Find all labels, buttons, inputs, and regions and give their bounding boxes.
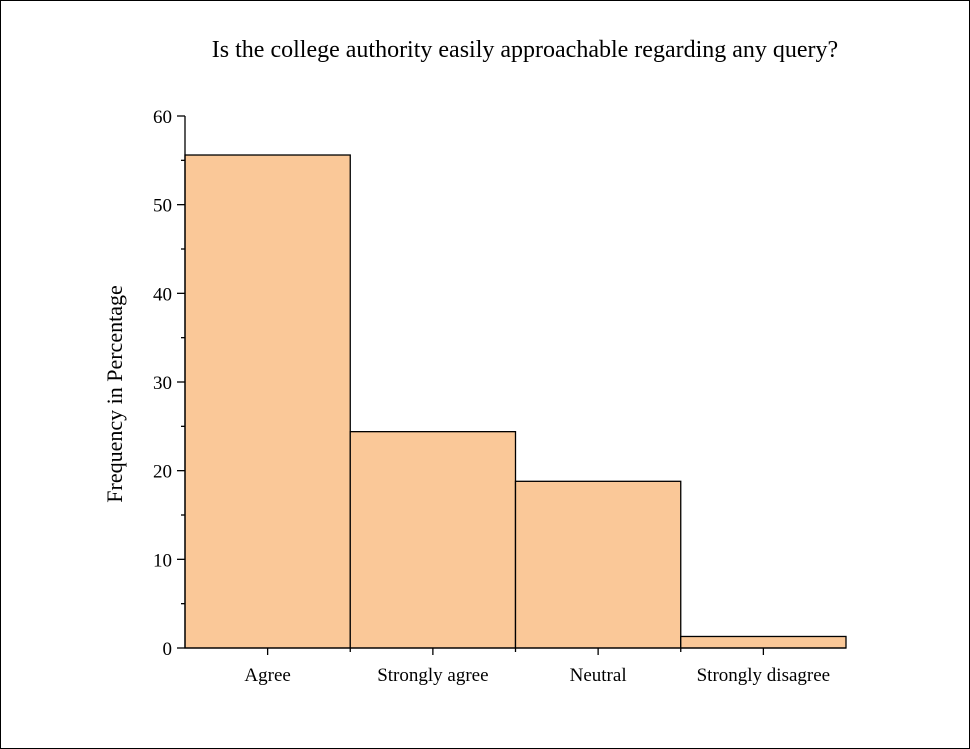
bars-group bbox=[184, 154, 847, 649]
x-tick-label: Neutral bbox=[570, 665, 627, 686]
y-tick-label: 10 bbox=[153, 550, 172, 571]
x-tick-label: Strongly disagree bbox=[697, 665, 831, 686]
x-tick-label: Strongly agree bbox=[377, 665, 488, 686]
y-tick-label: 20 bbox=[153, 462, 172, 483]
y-tick-label: 60 bbox=[153, 107, 172, 128]
chart-title: Is the college authority easily approach… bbox=[212, 37, 838, 63]
y-tick-label: 50 bbox=[153, 196, 172, 217]
y-tick-label: 0 bbox=[163, 639, 173, 660]
x-tick-label: Agree bbox=[244, 665, 290, 686]
axes-group: 0 10 20 30 40 50 60 Agree Strongly agree Neutral S… bbox=[153, 107, 846, 686]
y-axis-label: Frequency in Percentage bbox=[102, 285, 127, 502]
y-tick-label: 30 bbox=[153, 373, 172, 394]
bar-agree bbox=[184, 154, 351, 649]
y-tick-label: 40 bbox=[153, 284, 172, 305]
bar-strongly-agree bbox=[349, 431, 517, 649]
bar-strongly-disagree bbox=[680, 635, 847, 649]
bar-neutral bbox=[514, 480, 682, 649]
